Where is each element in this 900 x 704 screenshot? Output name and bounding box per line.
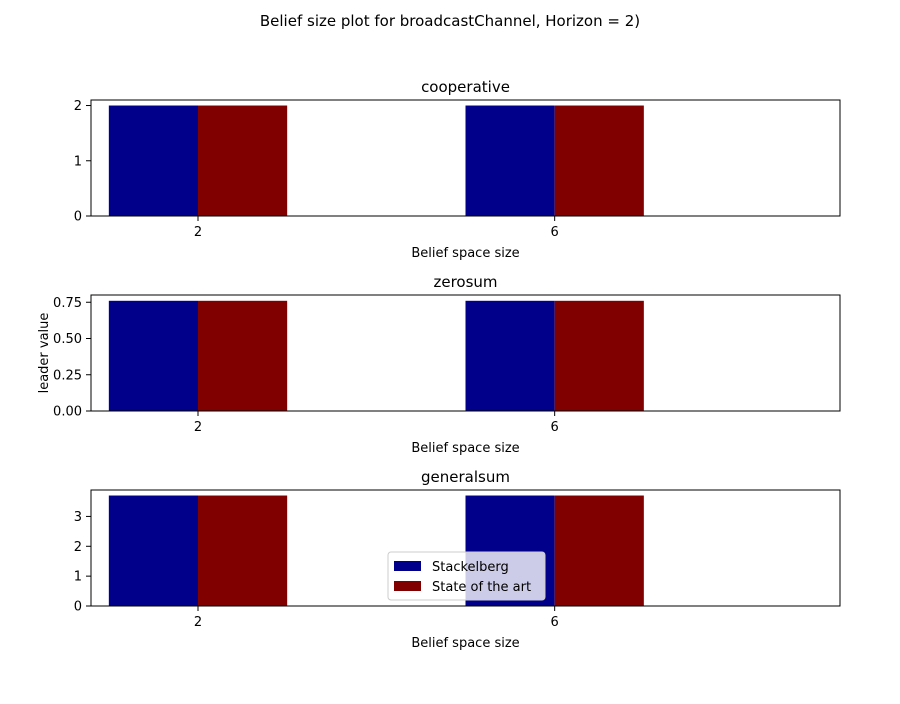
subplot-generalsum: generalsum 0 1 2 3 2 6 Belief space size Stackel… (74, 468, 841, 651)
bar-state-of-the-art-6 (554, 300, 644, 411)
x-axis-label: Belief space size (411, 441, 519, 456)
legend-label: State of the art (432, 580, 531, 595)
y-tick-label: 0 (74, 600, 82, 615)
axes-frame (90, 294, 841, 412)
x-tick-label: 2 (194, 615, 202, 630)
legend: Stackelberg State of the art (387, 551, 546, 601)
y-tick-label: 1 (74, 570, 82, 585)
subplot-title: cooperative (421, 78, 510, 96)
subplot-zerosum: zerosum 0.00 0.25 0.50 0.75 2 6 Belief space si… (37, 273, 841, 456)
bar-state-of-the-art-2 (198, 300, 288, 411)
bar-stackelberg-2 (108, 495, 198, 606)
y-tick-label: 3 (74, 510, 82, 525)
bar-state-of-the-art-6 (554, 105, 644, 216)
axes-frame (90, 489, 841, 607)
y-tick-label: 0.50 (53, 332, 82, 347)
bar-stackelberg-6 (465, 105, 555, 216)
bar-stackelberg-2 (108, 105, 198, 216)
subplot-title: generalsum (421, 468, 510, 486)
bar-state-of-the-art-6 (554, 495, 644, 606)
x-tick-label: 2 (194, 225, 202, 240)
legend-label: Stackelberg (432, 560, 509, 575)
axes-frame (90, 99, 841, 217)
x-tick-label: 6 (551, 225, 559, 240)
subplot-title: zerosum (433, 273, 497, 291)
legend-swatch (394, 581, 421, 591)
legend-box (387, 551, 546, 601)
x-axis-label: Belief space size (411, 636, 519, 651)
y-tick-label: 0 (74, 210, 82, 225)
y-tick-label: 0.00 (53, 405, 82, 420)
bar-stackelberg-6 (465, 300, 555, 411)
x-tick-label: 6 (551, 615, 559, 630)
x-tick-label: 2 (194, 420, 202, 435)
figure-title: Belief size plot for broadcastChannel, H… (260, 12, 640, 30)
legend-swatch (394, 561, 421, 571)
x-tick-label: 6 (551, 420, 559, 435)
y-tick-label: 2 (74, 99, 82, 114)
bar-state-of-the-art-2 (198, 105, 288, 216)
y-tick-label: 0.25 (53, 368, 82, 383)
bar-stackelberg-2 (108, 300, 198, 411)
bar-state-of-the-art-2 (198, 495, 288, 606)
y-axis-label: leader value (37, 313, 52, 394)
x-axis-label: Belief space size (411, 246, 519, 261)
y-tick-label: 1 (74, 154, 82, 169)
y-tick-label: 0.75 (53, 296, 82, 311)
y-tick-label: 2 (74, 540, 82, 555)
subplot-cooperative: cooperative 0 1 2 2 6 Belief space size (74, 78, 841, 261)
